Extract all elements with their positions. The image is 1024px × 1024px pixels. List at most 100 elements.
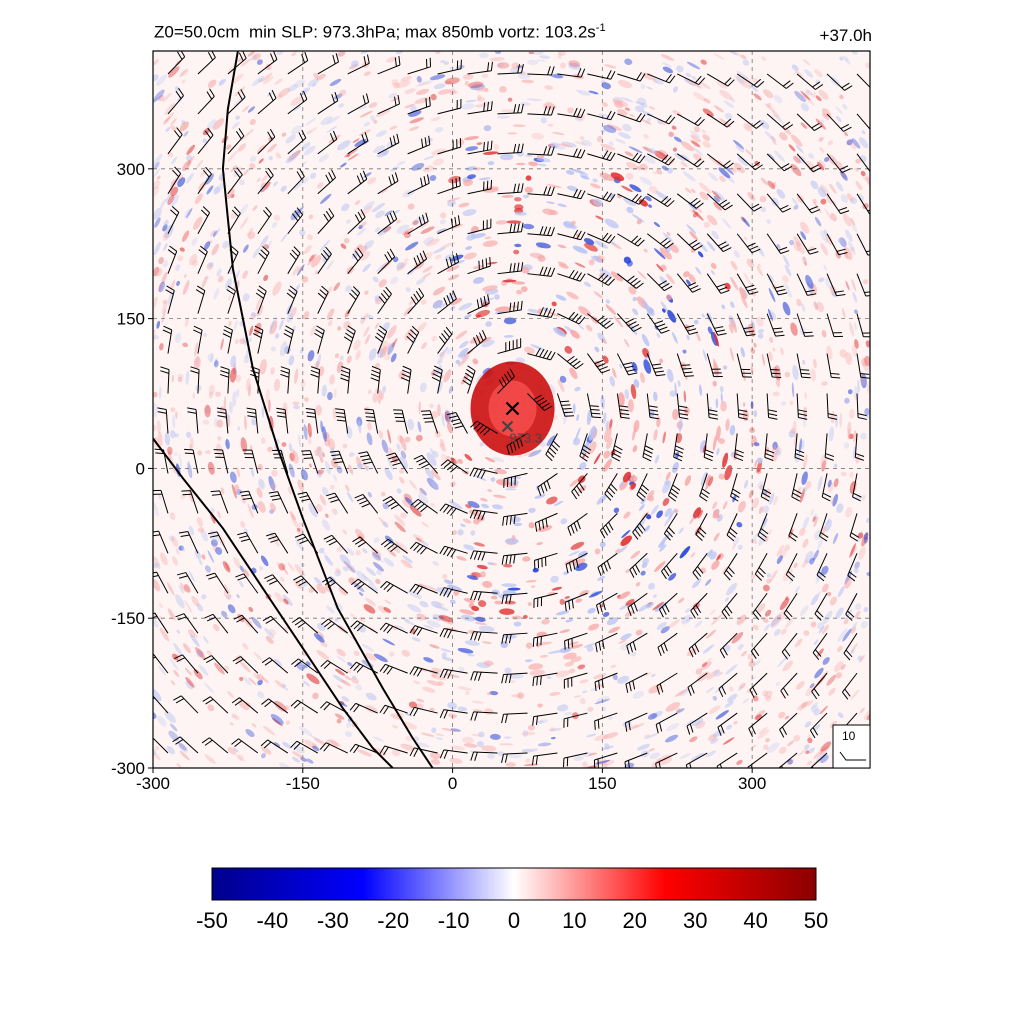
vorticity-cell (802, 538, 809, 548)
vorticity-cell (629, 184, 642, 193)
vorticity-cell (331, 508, 338, 516)
vorticity-cell (319, 457, 324, 463)
vorticity-cell (476, 564, 488, 570)
vorticity-cell (223, 590, 232, 600)
vorticity-cell (850, 689, 860, 700)
vorticity-cell (859, 371, 866, 386)
vorticity-cell (181, 79, 186, 84)
vorticity-cell (750, 366, 754, 374)
vorticity-cell (568, 60, 580, 68)
vorticity-cell (821, 583, 829, 593)
vorticity-cell (480, 497, 488, 502)
vorticity-cell (804, 744, 810, 750)
vorticity-cell (471, 605, 480, 612)
vorticity-cell (392, 256, 399, 263)
vorticity-cell (439, 219, 447, 225)
vorticity-cell (470, 233, 486, 239)
wind-barb (167, 245, 178, 274)
vorticity-cell (437, 681, 444, 686)
vorticity-cell (321, 519, 331, 531)
vorticity-cell (289, 511, 294, 517)
vorticity-cell (791, 382, 795, 398)
vorticity-cell (720, 392, 723, 403)
vorticity-cell (563, 222, 574, 227)
vorticity-cell (176, 763, 182, 768)
vorticity-cell (750, 744, 757, 750)
vorticity-cell (623, 511, 631, 519)
vorticity-cell (387, 429, 392, 444)
vorticity-cell (842, 628, 852, 642)
vorticity-cell (860, 432, 867, 440)
vorticity-cell (515, 162, 526, 166)
vorticity-cell (531, 132, 545, 140)
vorticity-cell (572, 437, 581, 446)
vorticity-cell (557, 379, 565, 392)
vorticity-cell (188, 570, 195, 582)
vorticity-cell (276, 51, 284, 56)
vorticity-cell (553, 327, 567, 337)
vorticity-cell (821, 624, 830, 635)
wind-barb (175, 613, 199, 634)
vorticity-cell (763, 624, 771, 632)
vorticity-cell (849, 408, 855, 419)
vorticity-cell (386, 56, 397, 63)
vorticity-cell (521, 79, 535, 84)
vorticity-cell (208, 384, 215, 396)
vorticity-cell (484, 88, 489, 93)
vorticity-cell (702, 349, 707, 362)
vorticity-cell (490, 57, 505, 62)
vorticity-cell (602, 355, 609, 364)
vorticity-cell (308, 254, 315, 262)
z0-label: Z0=50.0cm (154, 22, 240, 42)
vorticity-cell (804, 391, 807, 400)
vorticity-cell (215, 391, 222, 397)
vorticity-cell (756, 245, 765, 257)
vorticity-cell (624, 338, 630, 348)
vorticity-cell (817, 572, 824, 577)
vorticity-cell (215, 227, 221, 235)
vorticity-cell (194, 549, 202, 560)
vorticity-cell (387, 458, 394, 471)
vorticity-cell (861, 130, 866, 135)
vorticity-cell (340, 162, 347, 168)
vorticity-cell (731, 544, 736, 550)
vorticity-cell (692, 209, 704, 221)
vorticity-cell (862, 358, 870, 372)
vorticity-cell (292, 401, 300, 406)
vorticity-cell (537, 703, 543, 708)
vorticity-cell (708, 476, 714, 487)
vorticity-cell (654, 454, 660, 464)
vorticity-cell (400, 559, 413, 569)
vorticity-cell (698, 81, 711, 90)
vorticity-cell (666, 368, 674, 383)
vorticity-cell (233, 95, 246, 107)
vorticity-cell (579, 590, 590, 596)
vorticity-cell (198, 558, 203, 566)
vorticity-cell (391, 545, 401, 553)
vorticity-cell (851, 643, 858, 653)
vorticity-cell (577, 550, 588, 558)
vorticity-cell (506, 220, 522, 224)
vorticity-cell (697, 251, 704, 258)
vorticity-cell (790, 134, 803, 147)
vorticity-cell (470, 530, 476, 536)
vorticity-cell (422, 265, 433, 273)
vorticity-cell (672, 408, 679, 421)
vorticity-cell (481, 745, 497, 752)
x-tick-label: 0 (448, 774, 457, 793)
vorticity-cell (357, 749, 372, 757)
vorticity-cell (229, 471, 237, 483)
vorticity-cell (324, 460, 332, 475)
vorticity-cell (843, 442, 850, 449)
coastlines (153, 51, 434, 768)
vorticity-cell (268, 415, 274, 432)
vorticity-cell (332, 407, 337, 420)
vorticity-cell (724, 597, 730, 602)
vorticity-cell (486, 261, 498, 265)
vorticity-cell (335, 567, 341, 574)
vorticity-cell (166, 746, 175, 755)
vorticity-cell (695, 266, 702, 275)
vorticity-cell (304, 245, 312, 255)
vorticity-cell (193, 356, 201, 370)
wind-barb (184, 448, 199, 474)
